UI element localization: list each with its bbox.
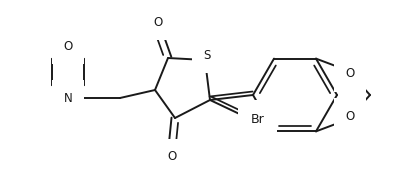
Text: O: O [63, 40, 72, 52]
Text: S: S [203, 49, 211, 62]
Text: O: O [153, 16, 163, 28]
Text: N: N [64, 91, 72, 105]
Text: O: O [345, 67, 355, 80]
Text: Br: Br [250, 113, 264, 126]
Text: O: O [345, 110, 355, 123]
Text: O: O [168, 151, 177, 163]
